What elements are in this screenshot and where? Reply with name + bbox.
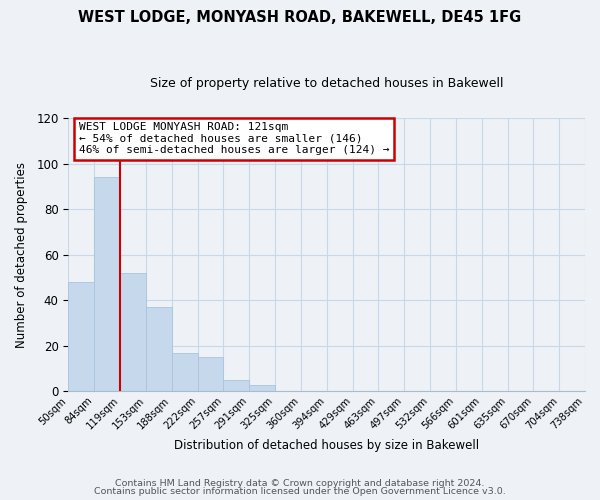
Bar bbox=[172, 352, 197, 392]
Text: Contains HM Land Registry data © Crown copyright and database right 2024.: Contains HM Land Registry data © Crown c… bbox=[115, 478, 485, 488]
Title: Size of property relative to detached houses in Bakewell: Size of property relative to detached ho… bbox=[150, 78, 503, 90]
Bar bbox=[120, 273, 146, 392]
Y-axis label: Number of detached properties: Number of detached properties bbox=[15, 162, 28, 348]
Bar bbox=[146, 307, 172, 392]
Bar bbox=[68, 282, 94, 392]
Text: WEST LODGE MONYASH ROAD: 121sqm
← 54% of detached houses are smaller (146)
46% o: WEST LODGE MONYASH ROAD: 121sqm ← 54% of… bbox=[79, 122, 389, 156]
Text: WEST LODGE, MONYASH ROAD, BAKEWELL, DE45 1FG: WEST LODGE, MONYASH ROAD, BAKEWELL, DE45… bbox=[79, 10, 521, 25]
Bar bbox=[94, 178, 120, 392]
Bar bbox=[223, 380, 249, 392]
Bar bbox=[249, 384, 275, 392]
Bar bbox=[197, 357, 223, 392]
X-axis label: Distribution of detached houses by size in Bakewell: Distribution of detached houses by size … bbox=[174, 440, 479, 452]
Text: Contains public sector information licensed under the Open Government Licence v3: Contains public sector information licen… bbox=[94, 487, 506, 496]
